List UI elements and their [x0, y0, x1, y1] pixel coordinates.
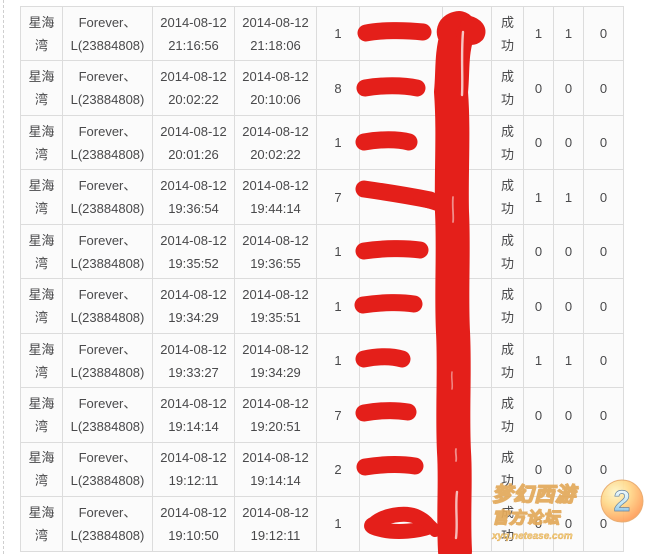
- svg-text:2: 2: [614, 485, 631, 518]
